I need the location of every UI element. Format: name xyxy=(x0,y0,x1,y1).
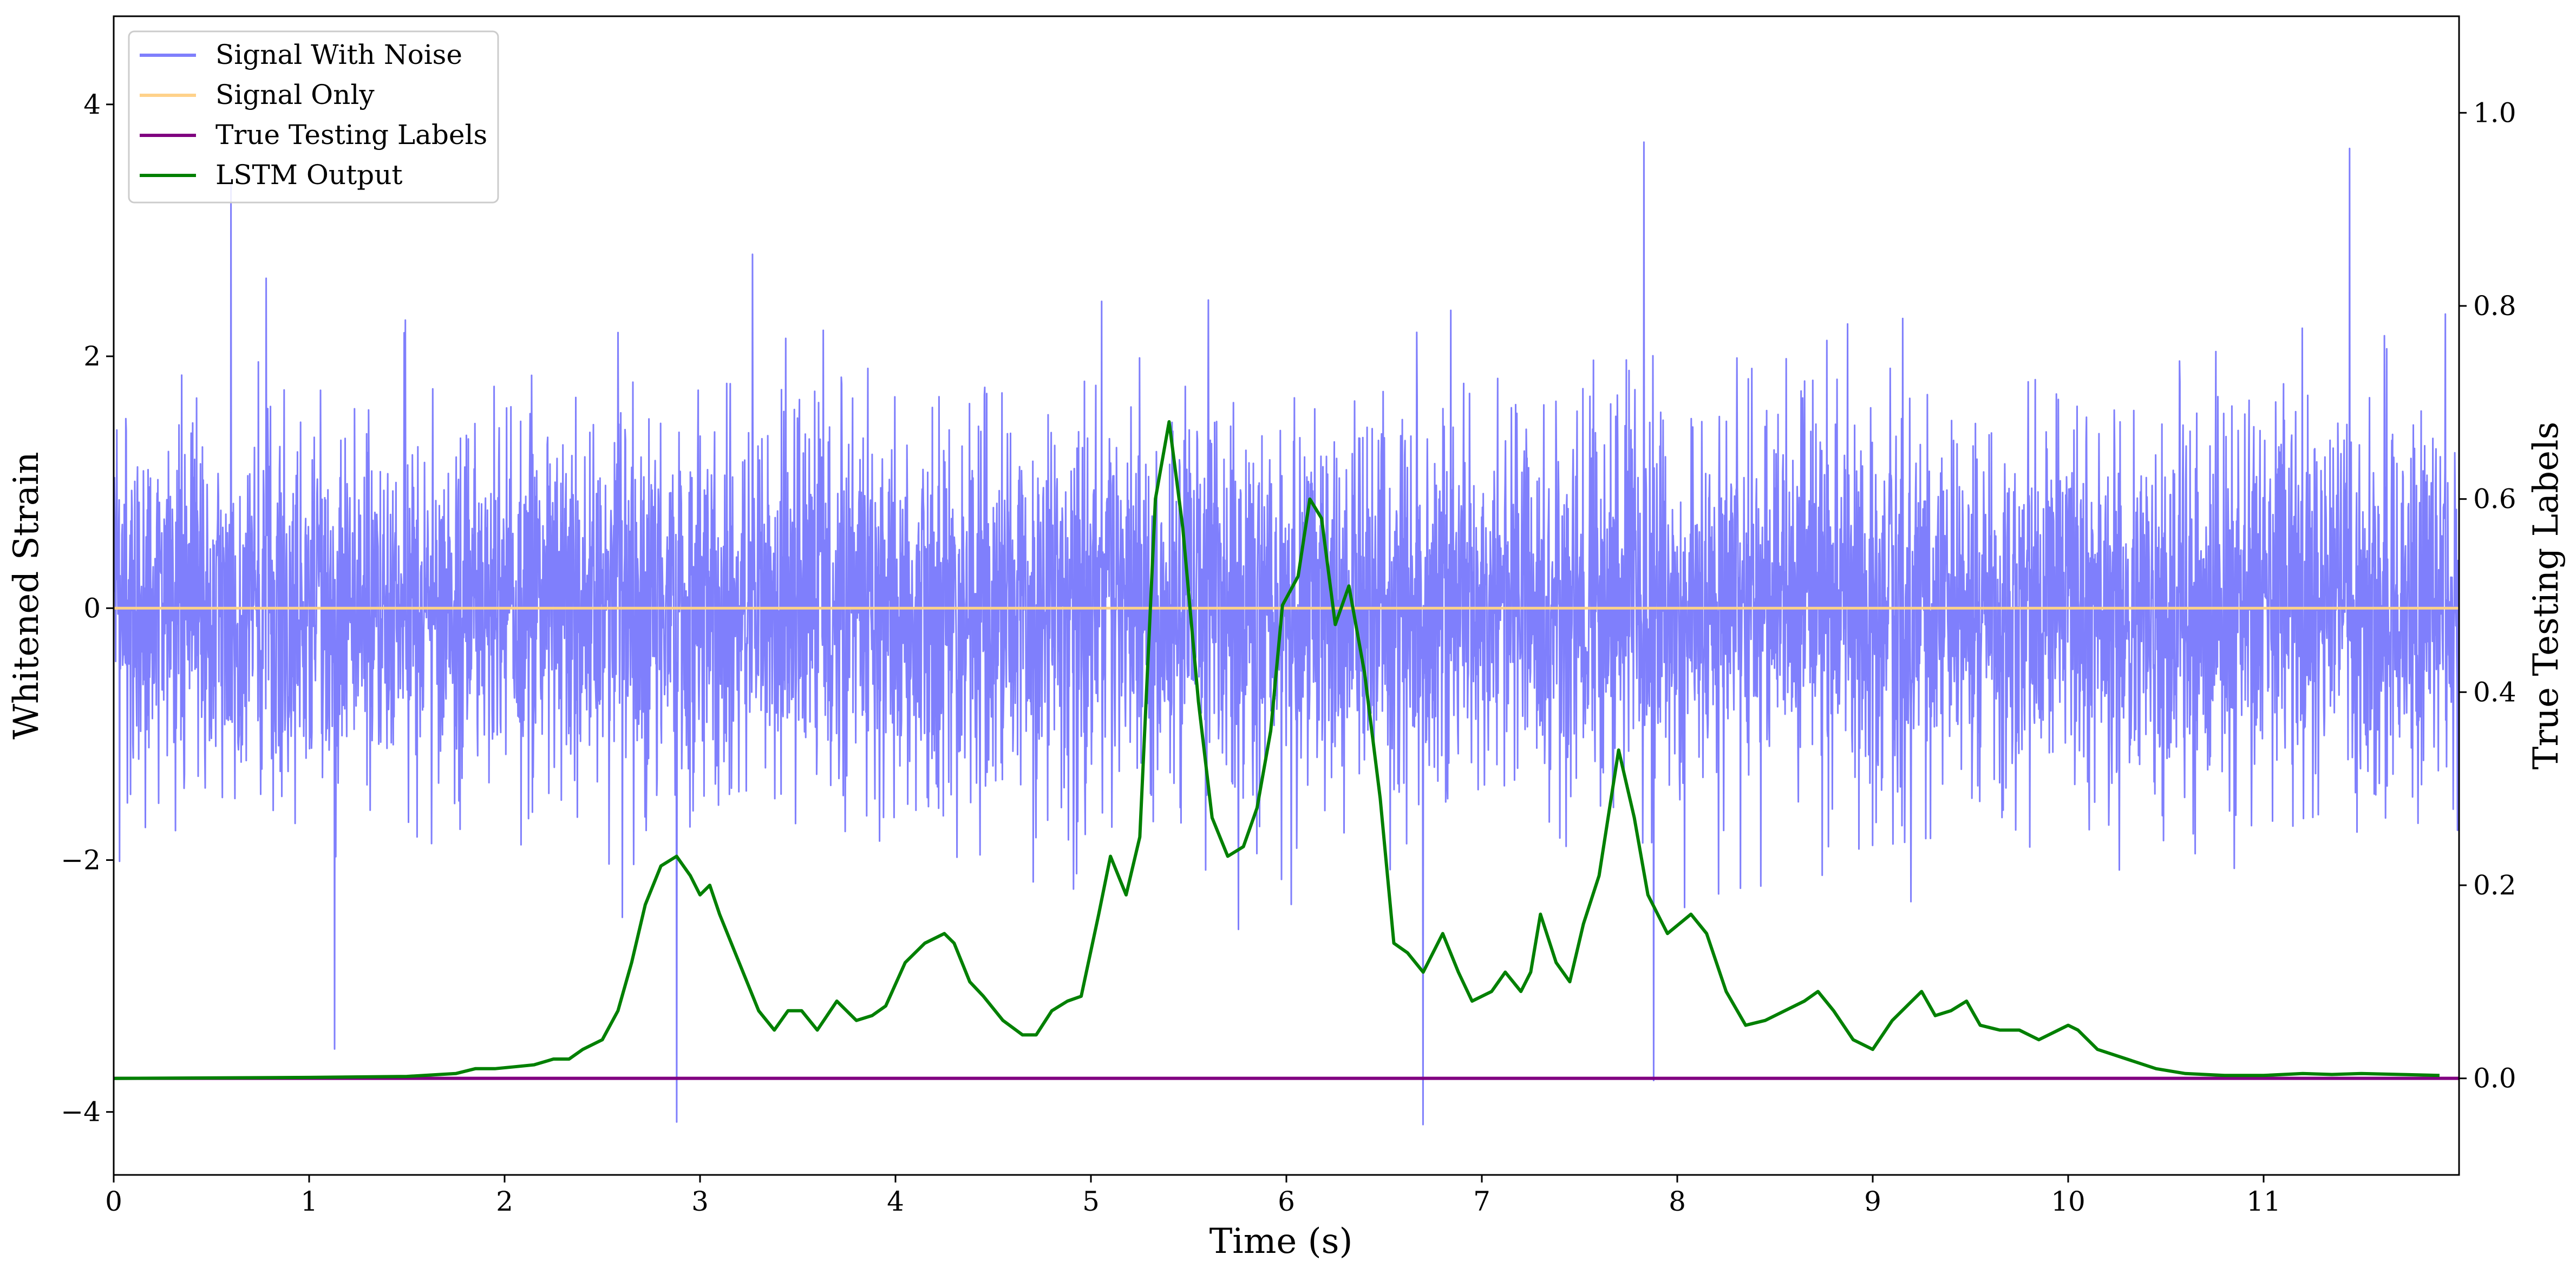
lstm-output-series xyxy=(114,420,2440,1080)
x-tick-label: 9 xyxy=(1864,1186,1881,1217)
x-tick-label: 7 xyxy=(1473,1186,1490,1217)
legend-label-true-labels: True Testing Labels xyxy=(215,119,487,151)
x-tick-label: 0 xyxy=(105,1186,122,1217)
y-right-axis-label: True Testing Labels xyxy=(2526,422,2566,770)
x-axis-ticks: 0 1 2 3 4 5 6 7 8 9 10 11 xyxy=(105,1175,2281,1217)
x-tick-label: 5 xyxy=(1082,1186,1100,1217)
x-tick-label: 11 xyxy=(2246,1186,2281,1217)
legend-box xyxy=(128,30,499,204)
y-right-tick-label: 1.0 xyxy=(2473,97,2516,128)
x-tick-label: 2 xyxy=(496,1186,513,1217)
x-tick-label: 6 xyxy=(1278,1186,1295,1217)
y-left-axis-ticks: −4 −2 0 2 4 xyxy=(61,89,114,1128)
x-tick-label: 3 xyxy=(691,1186,709,1217)
y-right-axis-ticks: 0.0 0.2 0.4 0.6 0.8 1.0 xyxy=(2459,97,2516,1094)
y-right-tick-label: 0.8 xyxy=(2473,290,2516,322)
x-tick-label: 10 xyxy=(2051,1186,2085,1217)
y-right-tick-label: 0.4 xyxy=(2473,676,2516,708)
y-left-tick-label: 2 xyxy=(83,341,101,372)
x-axis-label: Time (s) xyxy=(1209,1221,1353,1262)
legend: Signal With Noise Signal Only True Testi… xyxy=(128,30,499,204)
signal-with-noise-line xyxy=(114,141,2459,1126)
x-tick-label: 1 xyxy=(300,1186,318,1217)
legend-label-signal-only: Signal Only xyxy=(215,79,375,110)
y-right-tick-label: 0.0 xyxy=(2473,1063,2516,1094)
y-left-axis-label: Whitened Strain xyxy=(6,452,47,739)
x-tick-label: 8 xyxy=(1669,1186,1686,1217)
signal-with-noise-series xyxy=(114,141,2459,1126)
y-left-tick-label: −4 xyxy=(61,1096,101,1128)
y-left-tick-label: 0 xyxy=(83,592,101,624)
y-right-tick-label: 0.2 xyxy=(2473,870,2516,901)
legend-label-lstm-output: LSTM Output xyxy=(215,159,402,191)
x-tick-label: 4 xyxy=(887,1186,904,1217)
y-left-tick-label: −2 xyxy=(61,844,101,876)
lstm-output-line xyxy=(114,420,2440,1080)
y-left-tick-label: 4 xyxy=(83,89,101,120)
y-right-tick-label: 0.6 xyxy=(2473,484,2516,515)
legend-label-signal-with-noise: Signal With Noise xyxy=(215,39,462,70)
